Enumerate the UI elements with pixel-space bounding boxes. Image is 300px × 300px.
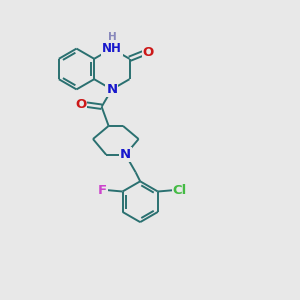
Text: O: O [143,46,154,59]
Text: N: N [120,148,131,161]
Text: F: F [98,184,107,196]
Text: N: N [106,83,117,96]
Text: O: O [75,98,86,111]
Text: Cl: Cl [172,184,187,196]
Text: NH: NH [102,42,122,55]
Text: H: H [108,32,117,42]
